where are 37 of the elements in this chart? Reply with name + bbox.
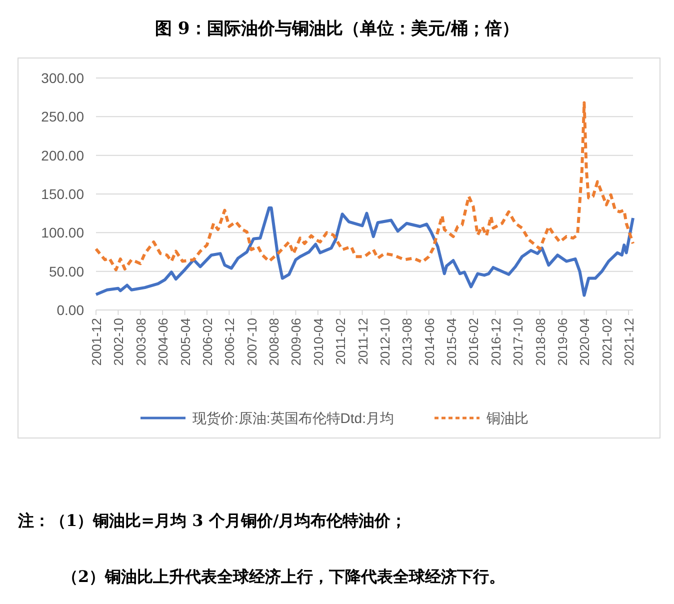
ytick: 50.00	[48, 263, 84, 280]
legend-label: 铜油比	[486, 410, 528, 426]
xtick: 2005-04	[178, 318, 193, 366]
xtick: 2006-12	[222, 318, 238, 366]
xtick: 2021-02	[599, 318, 614, 366]
ytick: 100.00	[41, 224, 84, 241]
xtick: 2010-04	[310, 318, 326, 366]
xtick: 2017-10	[510, 318, 526, 366]
xtick: 2019-06	[555, 318, 570, 366]
annotation: 注：（1）铜油比=月均 3 个月铜价/月均布伦特油价；	[18, 511, 407, 530]
xtick: 2009-06	[288, 318, 304, 366]
xtick: 2003-08	[133, 318, 148, 366]
xtick: 2001-12	[89, 318, 104, 366]
xtick: 2002-10	[111, 318, 126, 366]
ytick: 300.00	[41, 70, 84, 86]
xtick: 2012-10	[377, 318, 392, 366]
xtick: 2016-02	[466, 318, 482, 366]
xtick: 2018-08	[532, 318, 548, 366]
xtick: 2014-06	[422, 318, 437, 366]
legend-label: 现货价:原油:英国布伦特Dtd:月均	[192, 410, 394, 426]
xtick: 2020-04	[577, 318, 592, 366]
xtick: 2011-02	[333, 318, 348, 365]
xtick: 2021-12	[622, 318, 637, 366]
title: 图 9：国际油价与铜油比（单位：美元/桶；倍）	[155, 19, 519, 39]
xtick: 2011-12	[355, 318, 370, 365]
xtick: 2008-08	[266, 318, 282, 366]
xtick: 2006-02	[200, 318, 215, 366]
ytick: 200.00	[41, 147, 84, 164]
xtick: 2007-10	[244, 318, 260, 366]
xtick: 2015-04	[444, 318, 460, 366]
ytick: 250.00	[41, 108, 84, 125]
xtick: 2016-12	[488, 318, 504, 366]
annotation: （2）铜油比上升代表全球经济上行，下降代表全球经济下行。	[62, 567, 506, 586]
ytick: 0.00	[56, 302, 84, 318]
xtick: 2013-08	[400, 318, 415, 366]
ytick: 150.00	[41, 186, 84, 202]
xtick: 2004-06	[156, 318, 171, 366]
